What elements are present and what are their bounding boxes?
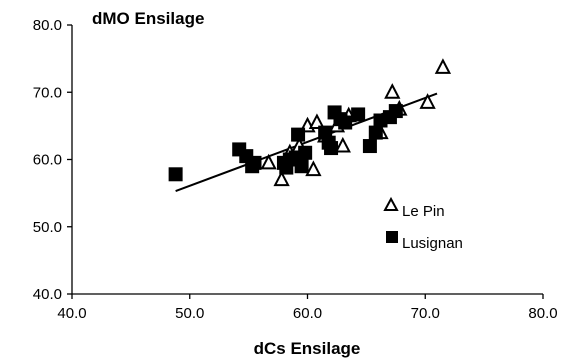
legend-label-le-pin: Le Pin — [402, 203, 445, 220]
data-point-lusignan — [338, 115, 353, 130]
data-point-lusignan — [168, 167, 183, 182]
data-point-le-pin — [434, 58, 452, 74]
data-point-le-pin — [334, 136, 351, 153]
y-tick-label: 50.0 — [33, 219, 62, 236]
y-tick-label: 60.0 — [33, 152, 62, 169]
data-point-le-pin — [308, 113, 326, 130]
points-group — [168, 58, 452, 187]
data-point-lusignan — [291, 127, 306, 142]
data-point-le-pin — [384, 83, 401, 99]
data-point-lusignan — [388, 104, 403, 119]
x-axis-title: dCs Ensilage — [254, 339, 361, 358]
data-point-le-pin — [273, 170, 290, 187]
y-tick-label: 70.0 — [33, 84, 62, 101]
legend-marker-le-pin — [383, 196, 399, 211]
data-point-lusignan — [294, 159, 309, 174]
x-tick-label: 40.0 — [57, 305, 86, 322]
data-point-lusignan — [245, 159, 260, 174]
x-tick-label: 50.0 — [175, 305, 204, 322]
y-tick-label: 80.0 — [33, 17, 62, 34]
data-point-le-pin — [260, 153, 277, 170]
data-point-lusignan — [324, 141, 339, 156]
x-tick-label: 60.0 — [293, 305, 322, 322]
y-tick-label: 40.0 — [33, 286, 62, 303]
data-point-lusignan — [368, 125, 383, 140]
legend: Le Pin Lusignan — [383, 196, 463, 252]
data-point-lusignan — [362, 139, 377, 154]
data-point-le-pin — [305, 160, 322, 177]
x-tick-label: 70.0 — [411, 305, 440, 322]
data-point-le-pin — [419, 93, 436, 109]
chart-title: dMO Ensilage — [92, 9, 204, 28]
data-point-lusignan — [298, 145, 313, 160]
data-point-lusignan — [351, 107, 366, 122]
ticks: 40.0 50.0 60.0 70.0 80.0 40.0 50.0 60.0 70.0 80.0 — [33, 17, 558, 322]
x-tick-label: 80.0 — [528, 305, 557, 322]
legend-label-lusignan: Lusignan — [402, 235, 463, 252]
legend-marker-lusignan — [386, 231, 398, 243]
